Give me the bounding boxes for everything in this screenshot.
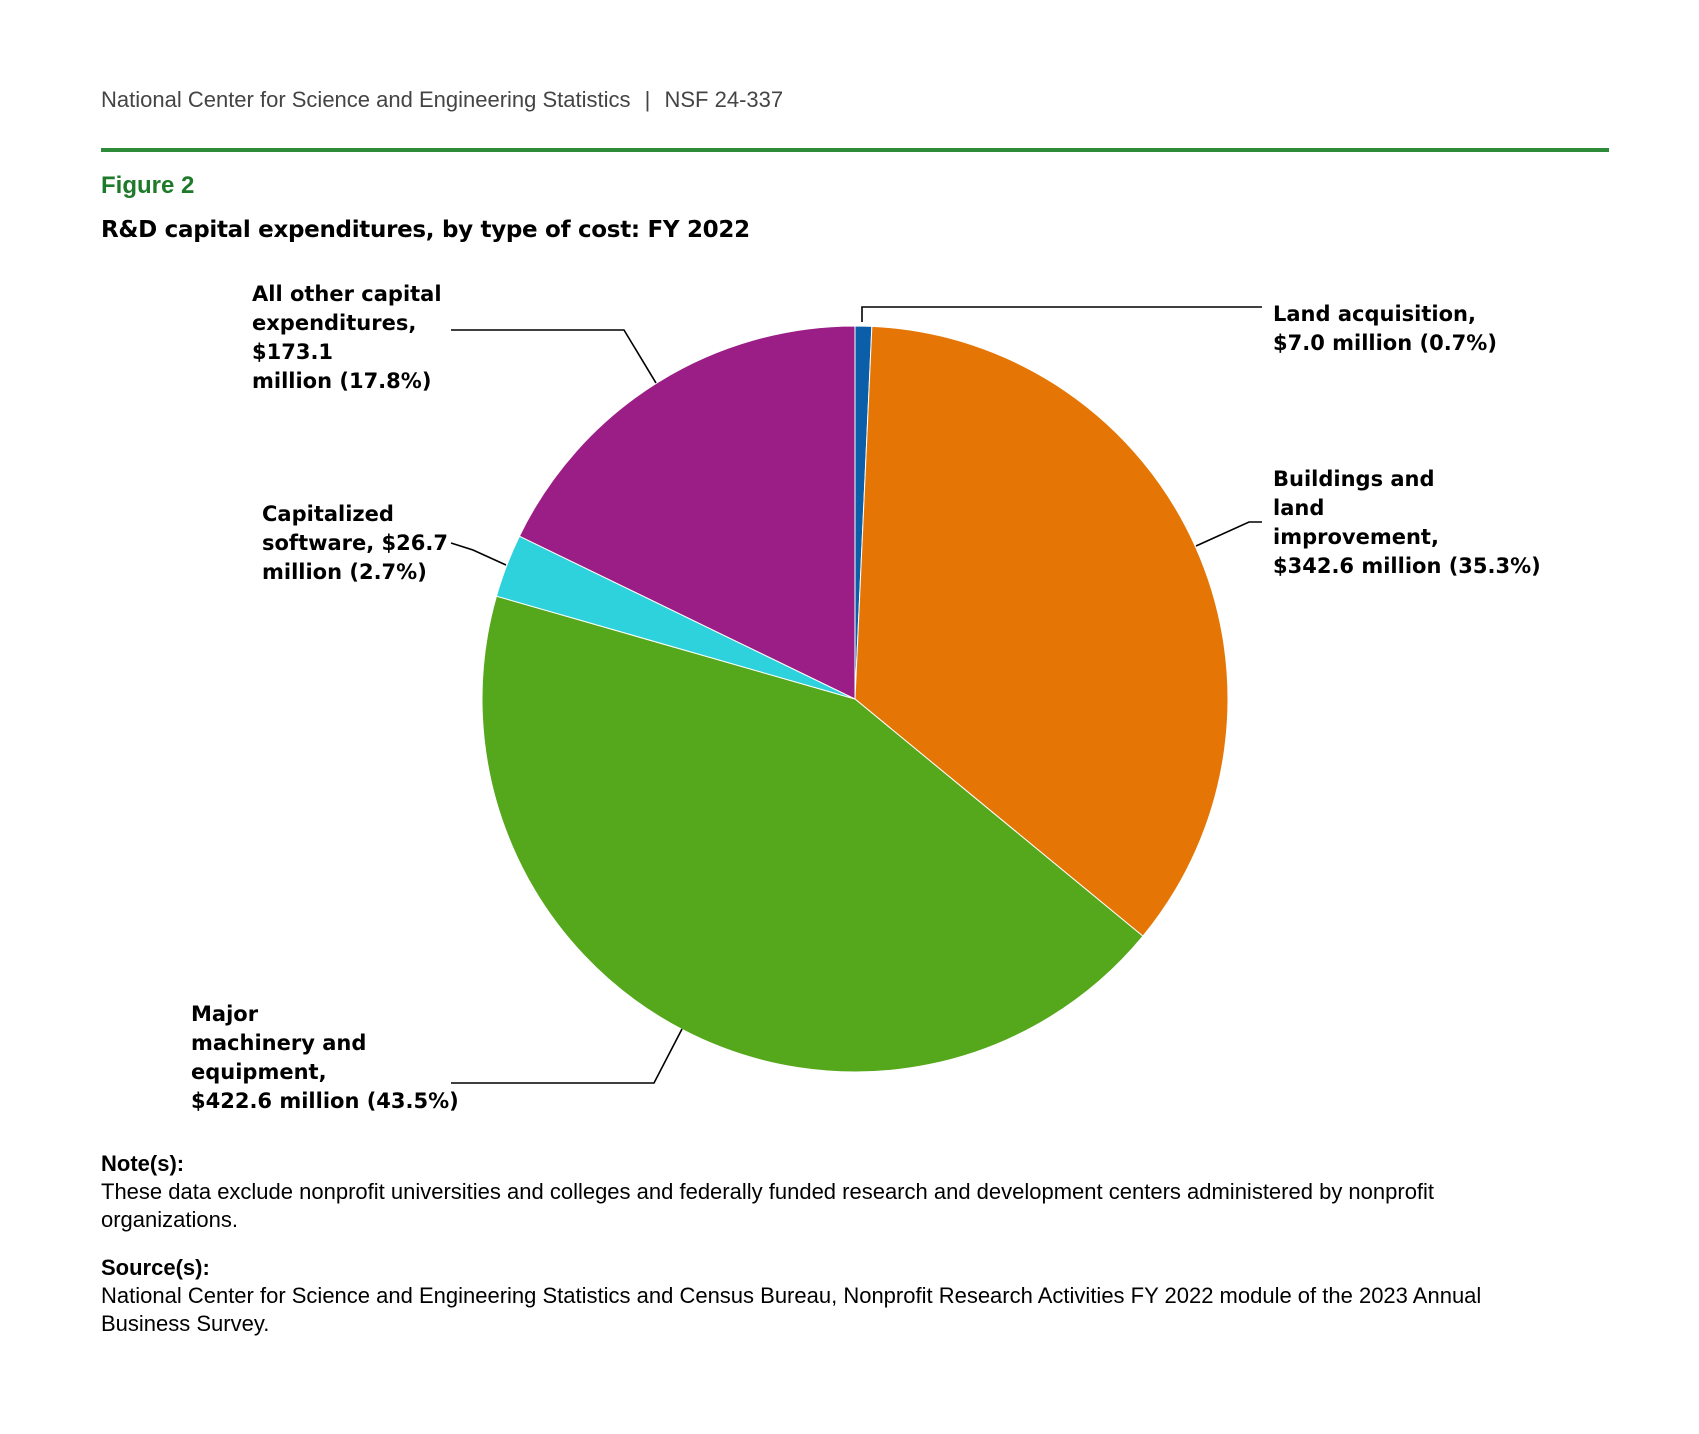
figure-label: Figure 2 (101, 172, 195, 199)
slice-label-line: land (1273, 496, 1324, 520)
slice-label-line: machinery and (191, 1031, 366, 1055)
header-divider (101, 148, 1609, 152)
slice-label-land-acquisition: Land acquisition, $7.0 million (0.7%) (1273, 302, 1497, 355)
slice-label-capitalized-software: Capitalized software, $26.7 million (2.7%) (262, 502, 448, 584)
slice-label-line: million (17.8%) (252, 369, 431, 393)
header-report-id: NSF 24-337 (664, 87, 784, 112)
slice-label-line: Land acquisition, (1273, 302, 1476, 326)
slice-label-line: Major (191, 1002, 259, 1026)
leader-line-buildings-and-land-improvement (1195, 521, 1262, 547)
header-organization: National Center for Science and Engineer… (101, 87, 631, 112)
figure-title: R&D capital expenditures, by type of cos… (101, 217, 750, 243)
leader-line-major-machinery-and-equipment (451, 1028, 683, 1084)
notes-section: Note(s): These data exclude nonprofit un… (101, 1150, 1561, 1234)
slice-label-line: Buildings and (1273, 467, 1435, 491)
pie-slice-buildings-and-land-improvement (854, 325, 1229, 937)
slice-label-buildings-and-land-improvement: Buildings and land improvement, $342.6 mill… (1273, 467, 1541, 578)
leader-line-land-acquisition (861, 306, 1262, 322)
leader-line-capitalized-software (450, 542, 507, 566)
slice-label-all-other-capital-expenditures: All other capital expenditures, $173.1 mill… (252, 282, 442, 393)
slice-label-major-machinery-and-equipment: Major machinery and equipment, $422.6 milli… (191, 1002, 459, 1113)
slice-label-line: equipment, (191, 1060, 327, 1084)
notes-text: These data exclude nonprofit universitie… (101, 1179, 1435, 1232)
slice-label-line: software, $26.7 (262, 531, 448, 555)
slice-label-line: million (2.7%) (262, 560, 427, 584)
source-section: Source(s): National Center for Science a… (101, 1254, 1561, 1338)
slice-label-line: Capitalized (262, 502, 394, 526)
slice-label-line: $422.6 million (43.5%) (191, 1089, 459, 1113)
slice-label-line: $7.0 million (0.7%) (1273, 331, 1497, 355)
source-text: National Center for Science and Engineer… (101, 1283, 1482, 1336)
header-separator: | (644, 87, 651, 112)
slice-label-line: $173.1 (252, 340, 333, 364)
slice-label-line: improvement, (1273, 525, 1439, 549)
slice-label-line: All other capital (252, 282, 442, 306)
pie-slice-all-other-capital-expenditures (518, 325, 856, 700)
notes-heading: Note(s): (101, 1151, 185, 1176)
slice-label-line: $342.6 million (35.3%) (1273, 554, 1541, 578)
report-header: National Center for Science and Engineer… (101, 87, 783, 113)
source-heading: Source(s): (101, 1255, 210, 1280)
slice-label-line: expenditures, (252, 311, 416, 335)
leader-line-all-other-capital-expenditures (451, 329, 657, 384)
